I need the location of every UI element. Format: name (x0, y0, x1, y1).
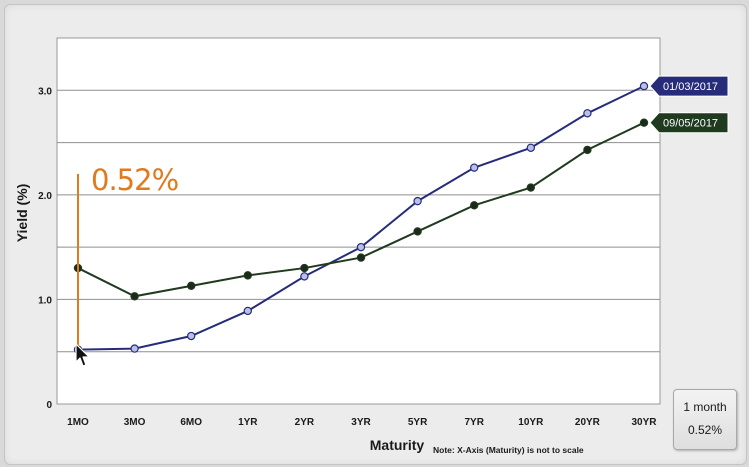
x-tick-label: 5YR (408, 417, 428, 428)
value-callout: 0.52% (77, 163, 179, 350)
hover-readout-box: 1 month 0.52% (673, 389, 737, 450)
callout-label: 0.52% (91, 163, 178, 197)
data-point (130, 292, 139, 301)
data-point (356, 253, 366, 262)
readout-term: 1 month (683, 400, 727, 414)
x-tick-label: 2YR (295, 417, 315, 428)
x-axis-title: Maturity (370, 437, 425, 453)
x-tick-label: 20YR (575, 417, 601, 428)
data-point (526, 183, 536, 192)
x-tick-label: 10YR (518, 417, 544, 428)
data-point (300, 272, 309, 281)
y-tick-label: 3.0 (38, 86, 52, 97)
y-tick-label: 1.0 (38, 295, 52, 306)
data-point (186, 331, 196, 341)
y-tick-labels: 0 1.0 2.0 3.0 (38, 86, 52, 411)
data-point (356, 242, 366, 252)
x-tick-label: 1YR (238, 417, 258, 428)
data-point (413, 196, 422, 206)
x-tick-labels: 1MO 3MO 6MO 1YR 2YR 3YR 5YR 7YR 10YR 20YR 30YR (67, 417, 657, 428)
data-point (413, 227, 422, 236)
readout-value: 0.52% (687, 423, 723, 437)
series-legend: 01/03/2017 09/05/2017 (649, 75, 729, 134)
legend-tag (649, 112, 729, 134)
data-point (470, 201, 479, 210)
y-axis-title: Yield (%) (14, 184, 30, 243)
plot-area (56, 37, 661, 405)
data-point (186, 281, 196, 291)
data-point (526, 143, 536, 152)
y-tick-label: 2.0 (38, 191, 52, 202)
x-tick-label: 1MO (67, 417, 89, 428)
x-tick-label: 3YR (351, 417, 371, 428)
data-point (130, 344, 139, 353)
y-tick-label: 0 (46, 400, 52, 411)
legend-label: 09/05/2017 (663, 118, 718, 130)
data-point (300, 263, 309, 273)
x-axis-note: Note: X-Axis (Maturity) is not to scale (433, 445, 584, 455)
x-tick-label: 3MO (124, 417, 146, 428)
x-tick-label: 30YR (631, 417, 657, 428)
data-point (639, 118, 649, 127)
legend-tag (649, 75, 729, 97)
data-point (470, 163, 479, 172)
legend-label: 01/03/2017 (663, 81, 718, 93)
data-point (583, 145, 592, 155)
mouse-pointer-icon (75, 343, 90, 367)
x-tick-label: 6MO (180, 417, 202, 428)
data-point (639, 81, 649, 91)
data-point (583, 109, 592, 118)
x-tick-label: 7YR (464, 417, 484, 428)
data-point (243, 306, 252, 316)
gridlines (57, 89, 660, 353)
data-point (243, 271, 252, 280)
